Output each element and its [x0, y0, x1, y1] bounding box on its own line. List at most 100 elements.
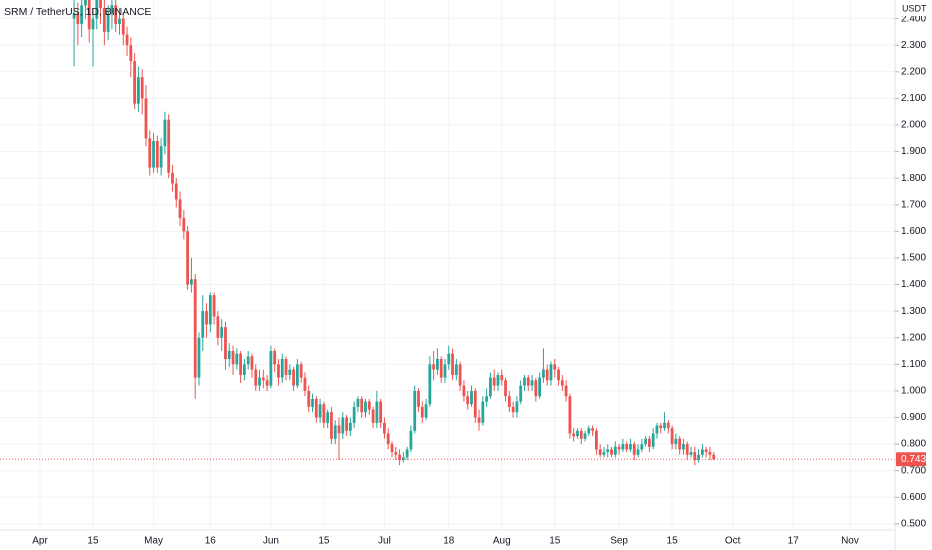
candle-body: [636, 449, 640, 455]
candle-body: [682, 444, 685, 450]
candle-body: [303, 377, 307, 391]
candle-body: [712, 454, 716, 460]
candle-body: [193, 279, 197, 378]
candle-body: [617, 446, 621, 450]
candle-body: [106, 13, 110, 32]
candle-body: [356, 398, 360, 407]
candle-body: [140, 77, 144, 99]
candle-body: [235, 353, 239, 365]
x-tick-label: 15: [318, 536, 330, 547]
candle-body: [632, 444, 636, 455]
candle-body: [367, 401, 371, 410]
candle-body: [114, 5, 118, 24]
candle-body: [307, 390, 311, 407]
candle-body: [644, 438, 647, 445]
y-tick-label: 0.800: [901, 439, 926, 450]
candle-body: [231, 351, 235, 365]
candle-body: [454, 364, 458, 375]
candle-body: [708, 452, 712, 455]
candle-body: [345, 417, 348, 431]
candle-body: [330, 412, 333, 439]
candle-body: [224, 327, 227, 360]
candle-body: [394, 452, 398, 455]
y-tick-label: 1.000: [901, 386, 926, 397]
candle-body: [564, 385, 568, 397]
candle-body: [239, 353, 243, 375]
x-tick-label: 17: [788, 536, 800, 547]
candle-body: [295, 364, 299, 386]
candle-body: [436, 359, 439, 370]
candle-body: [80, 5, 84, 24]
y-tick-label: 0.600: [901, 492, 926, 503]
candle-body: [144, 98, 148, 139]
candle-body: [118, 18, 121, 24]
candle-body: [265, 380, 269, 386]
y-tick-label: 1.400: [901, 279, 926, 290]
candle-body: [401, 457, 405, 461]
candle-body: [545, 369, 549, 381]
candle-body: [390, 444, 394, 453]
candle-body: [205, 311, 208, 325]
candle-body: [148, 138, 152, 168]
candle-body: [133, 61, 137, 104]
candle-body: [511, 406, 515, 413]
candle-body: [318, 404, 322, 418]
candle-body: [348, 422, 352, 431]
candle-body: [507, 396, 511, 407]
y-tick-label: 0.700: [901, 465, 926, 476]
candle-body: [159, 146, 163, 168]
candle-body: [178, 199, 182, 219]
candle-body: [125, 34, 129, 46]
candle-body: [647, 438, 651, 447]
candle-body: [659, 425, 663, 429]
candle-body: [473, 390, 477, 418]
candle-body: [352, 406, 356, 423]
candle-body: [447, 353, 451, 365]
candle-body: [311, 398, 314, 407]
candle-body: [685, 444, 689, 455]
candle-body: [99, 0, 102, 8]
candle-body: [458, 364, 462, 386]
x-tick-label: 18: [443, 536, 455, 547]
candle-body: [227, 351, 231, 360]
candle-body: [322, 404, 326, 423]
x-tick-label: Aug: [493, 536, 511, 547]
x-tick-label: Sep: [610, 536, 628, 547]
last-price-badge: [896, 452, 926, 467]
candle-body: [568, 396, 572, 434]
candle-body: [500, 374, 504, 381]
candle-body: [258, 377, 261, 386]
candle-body: [489, 377, 492, 397]
candle-body: [216, 316, 220, 338]
candle-body: [163, 119, 167, 147]
x-tick-label: 16: [205, 536, 217, 547]
candle-body: [674, 438, 678, 445]
x-tick-label: Oct: [725, 536, 741, 547]
candle-body: [246, 356, 250, 365]
y-tick-label: 1.600: [901, 226, 926, 237]
candle-body: [530, 380, 534, 386]
candle-body: [576, 430, 579, 437]
candle-body: [428, 364, 432, 405]
y-tick-label: 2.300: [901, 40, 926, 51]
candle-body: [405, 449, 409, 458]
candle-body: [197, 337, 201, 378]
candle-body: [610, 449, 613, 455]
candle-body: [439, 359, 443, 378]
y-tick-label: 2.000: [901, 120, 926, 131]
candle-body: [693, 452, 697, 461]
candle-body: [333, 425, 337, 439]
candle-body: [481, 401, 485, 423]
candle-body: [651, 433, 655, 447]
candle-body: [697, 454, 700, 461]
candle-body: [432, 364, 436, 370]
candle-body: [337, 425, 341, 434]
candle-body: [314, 398, 318, 418]
candle-body: [190, 279, 193, 285]
x-tick-label: Jun: [263, 536, 279, 547]
candle-body: [360, 398, 364, 413]
x-tick-label: 15: [87, 536, 99, 547]
candle-body: [504, 380, 507, 397]
candle-body: [670, 428, 674, 445]
y-tick-label: 1.500: [901, 253, 926, 264]
